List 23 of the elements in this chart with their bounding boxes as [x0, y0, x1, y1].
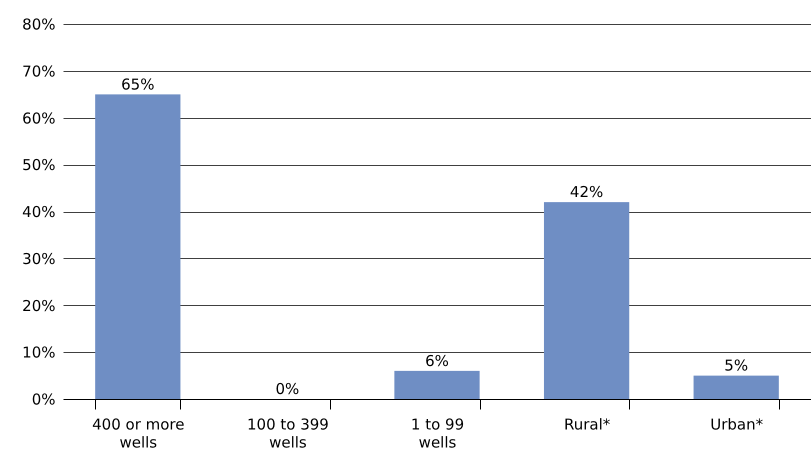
bar	[95, 94, 180, 399]
x-tick-label: 400 or more wells	[92, 416, 184, 452]
data-label: 5%	[724, 356, 748, 375]
y-tick-label: 80%	[22, 16, 56, 34]
y-tick-label: 60%	[22, 109, 56, 128]
data-label: 42%	[570, 183, 604, 202]
y-tick-label: 0%	[32, 390, 56, 408]
x-tick-label: Urban*	[710, 416, 764, 434]
x-tick-label: Rural*	[564, 416, 611, 434]
y-tick-label: 30%	[22, 250, 56, 268]
y-tick-label: 10%	[22, 344, 56, 362]
y-tick-label: 40%	[22, 203, 56, 221]
y-tick-label: 70%	[22, 62, 56, 80]
x-tick-label: 1 to 99 wells	[410, 416, 464, 452]
y-tick-label: 50%	[22, 156, 56, 174]
x-tick-label: 100 to 399 wells	[246, 416, 329, 452]
data-label: 65%	[121, 75, 154, 94]
bar	[694, 376, 779, 399]
data-label: 0%	[276, 380, 300, 398]
y-tick-label: 20%	[22, 296, 56, 315]
bar	[394, 370, 480, 399]
bar	[544, 202, 630, 399]
data-label: 6%	[425, 352, 449, 370]
